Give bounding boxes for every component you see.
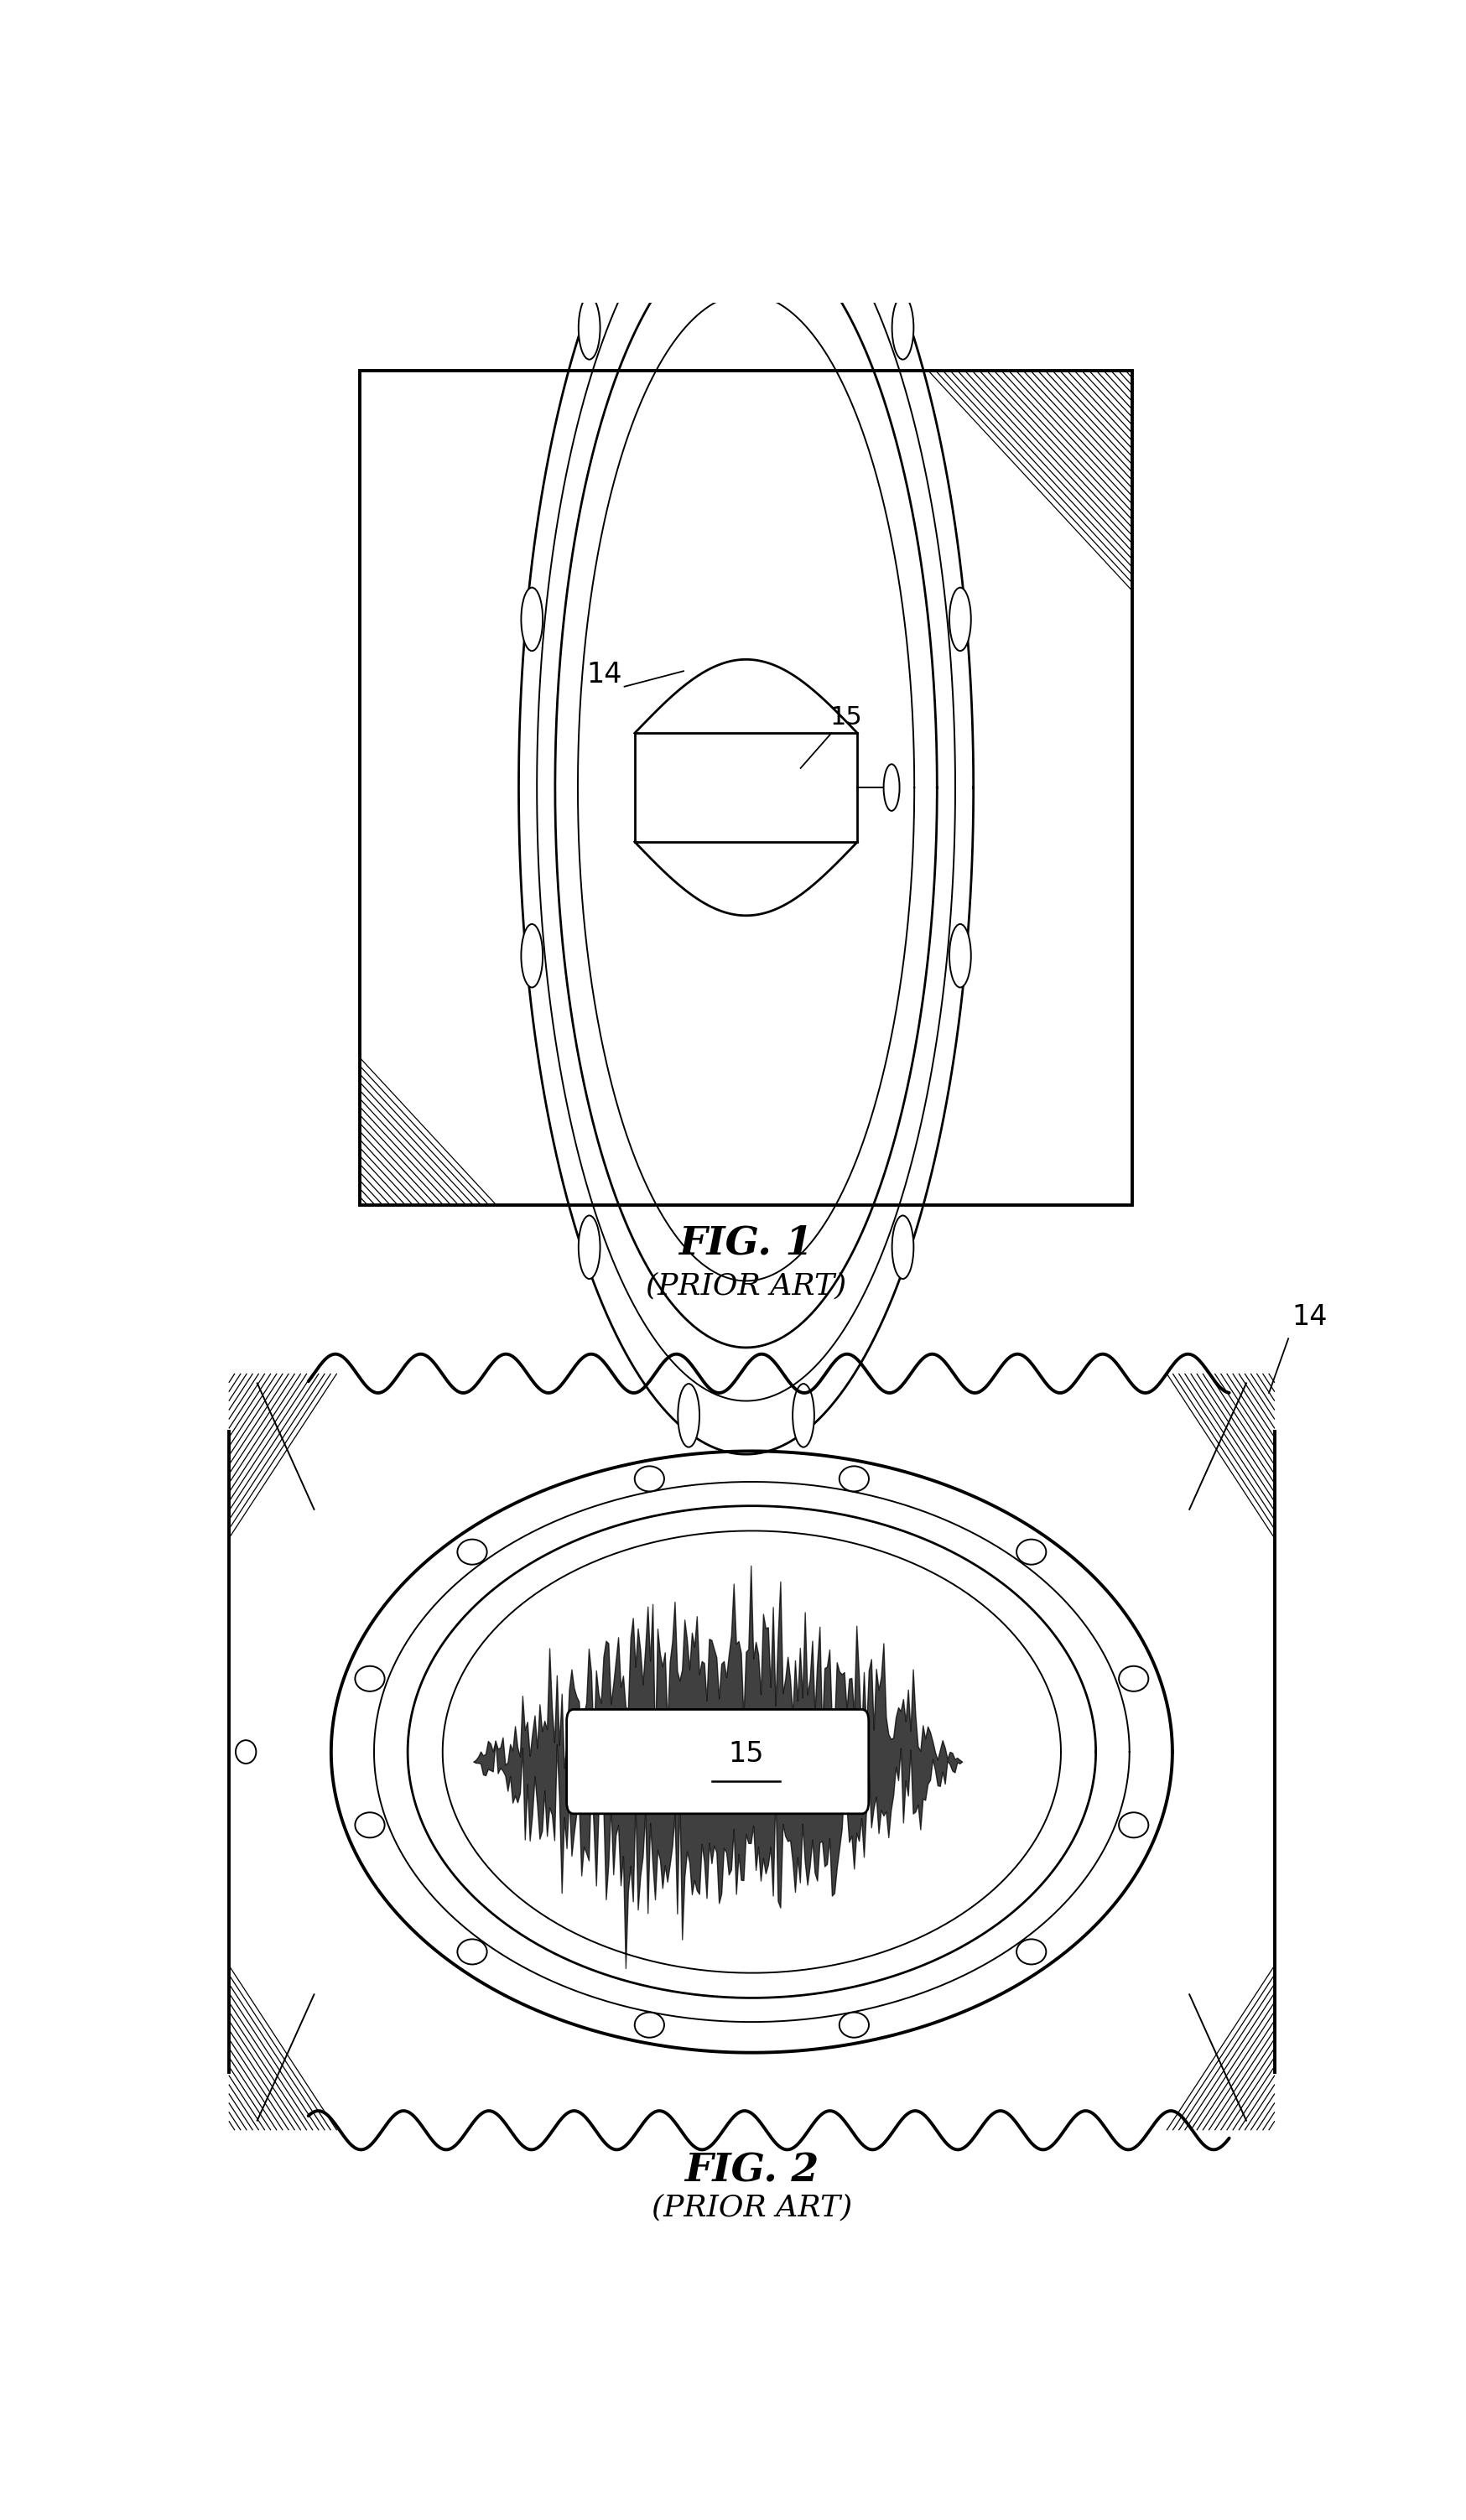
Ellipse shape: [949, 587, 970, 650]
Ellipse shape: [578, 297, 600, 360]
Ellipse shape: [635, 1467, 664, 1492]
Ellipse shape: [677, 1383, 699, 1446]
Ellipse shape: [635, 2013, 664, 2039]
Ellipse shape: [1119, 1812, 1148, 1837]
Ellipse shape: [236, 1741, 257, 1764]
Ellipse shape: [1119, 1666, 1148, 1691]
Ellipse shape: [792, 129, 814, 192]
Ellipse shape: [792, 1383, 814, 1446]
Text: 14: 14: [1292, 1303, 1327, 1331]
Bar: [229, 1373, 1274, 2129]
Ellipse shape: [520, 925, 542, 988]
Ellipse shape: [457, 1540, 487, 1565]
Text: (PRIOR ART): (PRIOR ART): [645, 1273, 846, 1300]
Ellipse shape: [1016, 1940, 1045, 1966]
Bar: [359, 370, 1132, 1205]
Ellipse shape: [839, 1467, 868, 1492]
Ellipse shape: [891, 1215, 913, 1278]
Bar: [635, 733, 858, 842]
Text: 14: 14: [586, 660, 622, 688]
Text: (PRIOR ART): (PRIOR ART): [651, 2192, 852, 2223]
Ellipse shape: [578, 1215, 600, 1278]
Ellipse shape: [457, 1940, 487, 1966]
Ellipse shape: [355, 1666, 384, 1691]
Ellipse shape: [839, 2013, 868, 2039]
Ellipse shape: [949, 925, 970, 988]
Ellipse shape: [1016, 1540, 1045, 1565]
Text: 15: 15: [830, 706, 862, 731]
Bar: [359, 370, 1132, 1205]
Ellipse shape: [883, 764, 899, 811]
FancyBboxPatch shape: [566, 1709, 868, 1814]
Ellipse shape: [520, 587, 542, 650]
Text: FIG. 1: FIG. 1: [679, 1225, 812, 1263]
Ellipse shape: [891, 297, 913, 360]
Ellipse shape: [677, 129, 699, 192]
Text: FIG. 2: FIG. 2: [685, 2152, 818, 2190]
Text: 15: 15: [727, 1739, 764, 1767]
Ellipse shape: [355, 1812, 384, 1837]
